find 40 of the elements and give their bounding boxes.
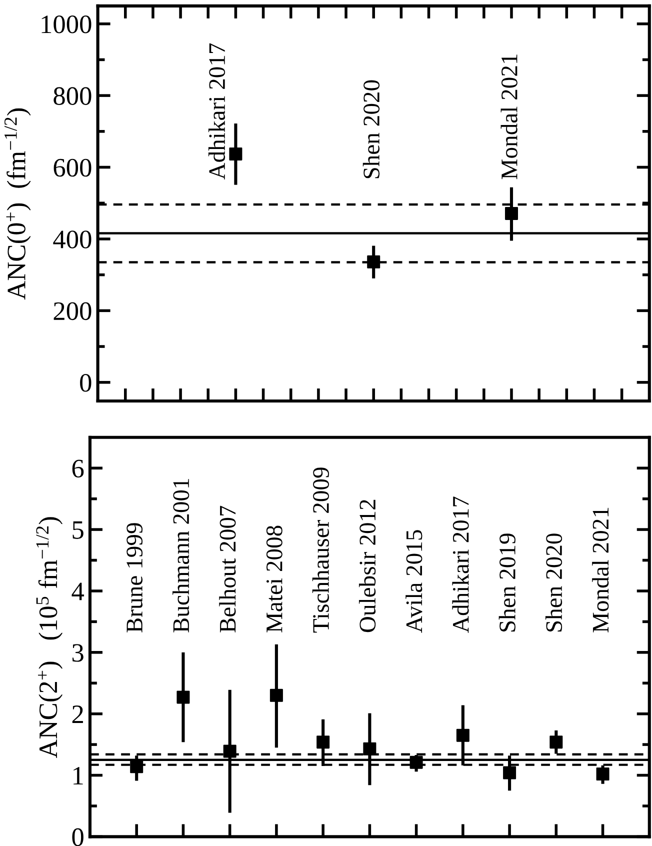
point — [223, 744, 236, 758]
y-tick-label: 4 — [72, 582, 84, 600]
category-label: Adhikari 2017 — [452, 496, 469, 633]
point — [270, 688, 283, 702]
category-label: Matei 2008 — [266, 526, 282, 632]
category-label: Buchmann 2001 — [172, 479, 190, 632]
y-tick-label: 2 — [72, 706, 83, 723]
point — [316, 736, 330, 749]
y-tick-label: 1000 — [42, 15, 92, 34]
y-tick-label: 0 — [72, 828, 84, 846]
category-label: Mondal 2021 — [500, 54, 518, 180]
category-label: Shen 2020 — [362, 80, 380, 178]
category-label: Tischhauser 2009 — [312, 468, 329, 633]
y-axis-title: ANC(2$^{+}$) (10$^{5}$ fm$^{−1/2}$) — [36, 517, 63, 758]
point — [503, 766, 516, 780]
category-label: Belhout 2007 — [219, 506, 236, 632]
point — [176, 690, 190, 704]
y-tick-label: 1 — [74, 766, 83, 784]
point — [130, 760, 144, 774]
y-tick-label: 800 — [54, 87, 92, 105]
category-label: Avila 2015 — [406, 530, 422, 633]
y-tick-label: 6 — [72, 460, 84, 478]
category-label: Adhikari 2017 — [208, 43, 226, 180]
y-tick-label: 200 — [54, 302, 92, 320]
point — [550, 736, 563, 749]
point — [596, 768, 610, 781]
y-tick-label: 3 — [72, 644, 84, 662]
y-tick-label: 400 — [53, 230, 92, 248]
y-tick-label: 0 — [80, 374, 92, 392]
y-axis-title: ANC(0$^{+}$) (fm$^{−1/2}$) — [4, 108, 31, 300]
y-tick-label: 600 — [54, 158, 92, 177]
category-label: Oulebsir 2012 — [358, 500, 376, 632]
category-label: Shen 2020 — [545, 534, 562, 632]
category-label: Shen 2019 — [498, 534, 516, 632]
category-label: Mondal 2021 — [592, 508, 609, 632]
point — [410, 756, 423, 769]
point — [363, 742, 376, 756]
y-tick-label: 5 — [72, 521, 84, 539]
category-label: Brune 1999 — [126, 523, 143, 632]
point — [456, 728, 470, 742]
